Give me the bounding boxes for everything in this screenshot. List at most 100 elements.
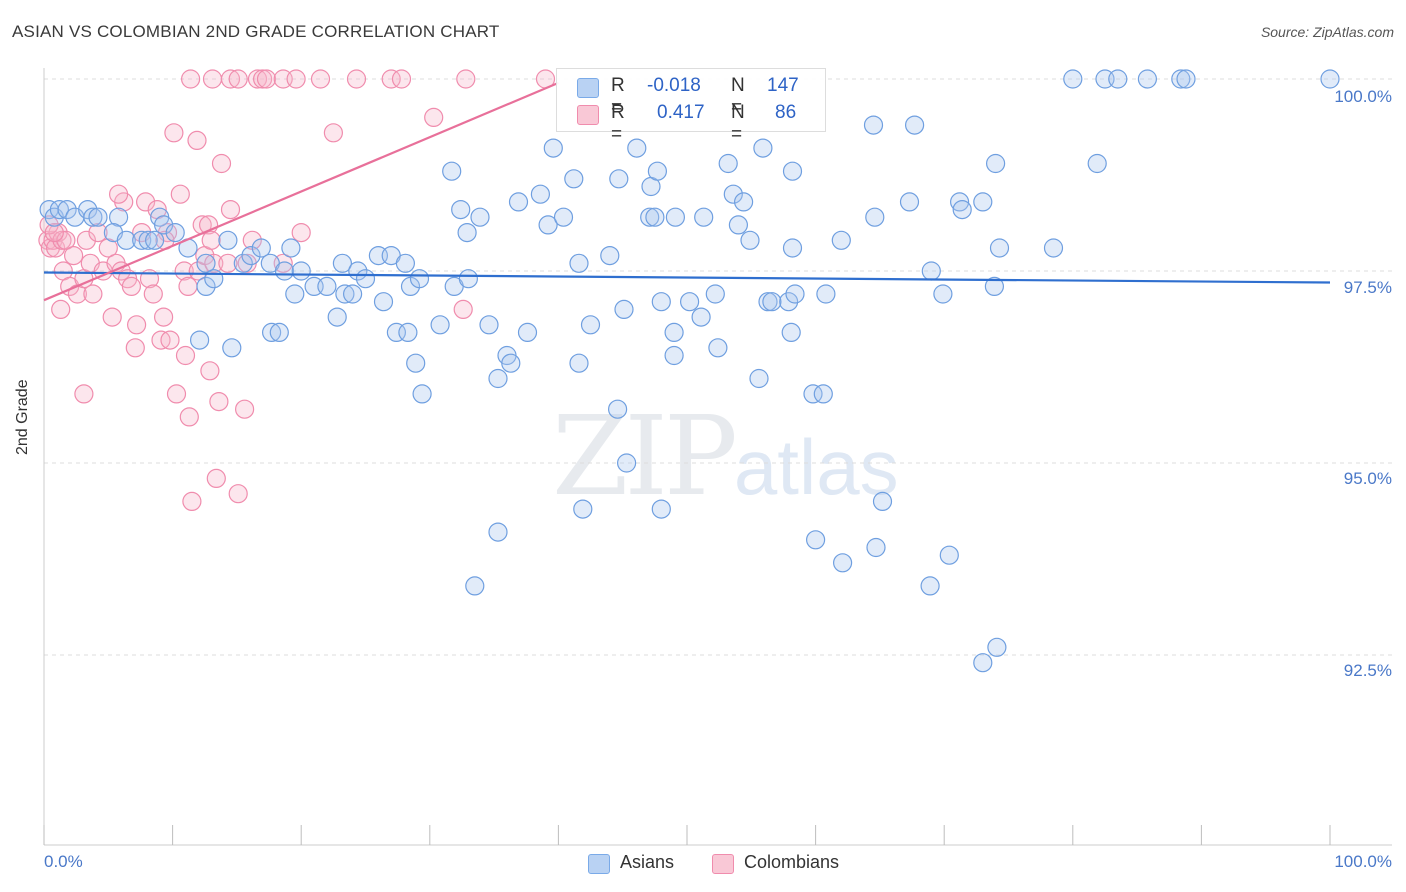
legend-asians-swatch (588, 854, 610, 874)
n-value: 147 (767, 75, 799, 96)
asians-point (607, 399, 628, 419)
asians-point (866, 537, 886, 558)
asians-point (451, 200, 471, 220)
colombians-point (44, 223, 64, 243)
y-tick-label: 97.5% (1343, 278, 1392, 297)
asians-point (488, 522, 508, 542)
asians-point (57, 200, 77, 220)
asians-point (508, 192, 529, 212)
grid-lines (44, 78, 1392, 656)
asians-point (530, 184, 551, 204)
colombians-point (143, 284, 163, 304)
n-value: 86 (775, 102, 797, 123)
asians-point (949, 192, 970, 212)
asians-point (921, 261, 941, 281)
colombians-point (211, 153, 232, 174)
colombians-point (201, 230, 221, 250)
colombians-point (74, 384, 94, 404)
asians-point (614, 299, 634, 319)
asians-point (335, 284, 355, 304)
asians-point (733, 192, 754, 212)
asians-point (616, 453, 637, 473)
colombians-point (218, 253, 238, 273)
colombians-point (170, 184, 190, 204)
colombians-point (45, 238, 66, 258)
colombians-point (391, 69, 412, 89)
asians-point (412, 384, 432, 404)
legend-colombians-label: Colombians (744, 852, 840, 872)
asians-point (785, 284, 805, 304)
x-tick-label-left: 0.0% (44, 852, 83, 871)
colombians-point (346, 69, 367, 89)
asians-point (190, 330, 210, 350)
asians-point (640, 207, 660, 227)
asians-point (251, 238, 271, 258)
asians-point (1043, 238, 1064, 258)
colombians-point (76, 230, 97, 250)
source-label: Source: ZipAtlas.com (1260, 24, 1394, 40)
asians-point (145, 230, 165, 250)
colombians-point (175, 345, 196, 366)
asians-point (740, 230, 760, 250)
asians-point (1320, 69, 1340, 89)
asians-point (262, 322, 282, 342)
asians-point (723, 184, 743, 204)
asians-point (694, 207, 714, 227)
asians-point (88, 207, 108, 227)
asians-point (987, 637, 1007, 657)
asians-point (488, 368, 508, 389)
colombians-trend-line (43, 81, 559, 302)
asians-point (627, 138, 647, 158)
stats-box: R = -0.018 N = 147 R = 0.417 N = 86 (556, 68, 826, 145)
legend-asians-label: Asians (620, 852, 675, 872)
colombians-point (166, 384, 187, 404)
asians-point (705, 284, 725, 304)
r-value: -0.018 (647, 75, 701, 96)
asians-point (465, 576, 485, 596)
asians-point (165, 223, 185, 243)
axes (43, 68, 1392, 846)
asians-point (985, 153, 1006, 174)
asians-point (291, 261, 311, 281)
asians-point (373, 292, 394, 312)
colombians-point (323, 123, 343, 143)
r-value: 0.417 (657, 102, 705, 123)
asians-point (778, 292, 799, 312)
asians-point (872, 491, 893, 511)
asians-point (196, 276, 216, 296)
chart-title: ASIAN VS COLOMBIAN 2ND GRADE CORRELATION… (12, 22, 500, 41)
colombians-point (456, 69, 476, 89)
asians-point (753, 138, 773, 158)
colombians-point (181, 69, 201, 89)
colombians-point (286, 69, 306, 89)
asians-point (285, 284, 305, 304)
asians-point (343, 284, 363, 304)
asians-point (782, 161, 803, 181)
colombians-point (121, 276, 141, 296)
asians-point (538, 215, 558, 235)
asians-point (241, 246, 261, 266)
asians-point (569, 253, 589, 273)
asians-point (989, 238, 1010, 258)
asians-point (803, 384, 823, 404)
colombians-point (56, 230, 76, 250)
asians-point (651, 292, 671, 312)
colombians-point (182, 491, 202, 511)
colombians-point (256, 69, 277, 89)
asians-point (899, 192, 920, 212)
asians-point (609, 169, 629, 189)
asians-point (430, 315, 450, 335)
colombians-point (220, 200, 241, 220)
asians-point (154, 215, 174, 235)
asians-point (1108, 69, 1128, 89)
asians-point (920, 576, 940, 596)
asians-swatch (577, 78, 599, 98)
colombians-point (228, 484, 248, 504)
colombians-point (453, 299, 473, 319)
asians-point (831, 230, 851, 250)
asians-point (49, 200, 70, 220)
asians-point (1171, 69, 1191, 89)
asians-point (196, 253, 216, 273)
asians-point (863, 115, 884, 135)
